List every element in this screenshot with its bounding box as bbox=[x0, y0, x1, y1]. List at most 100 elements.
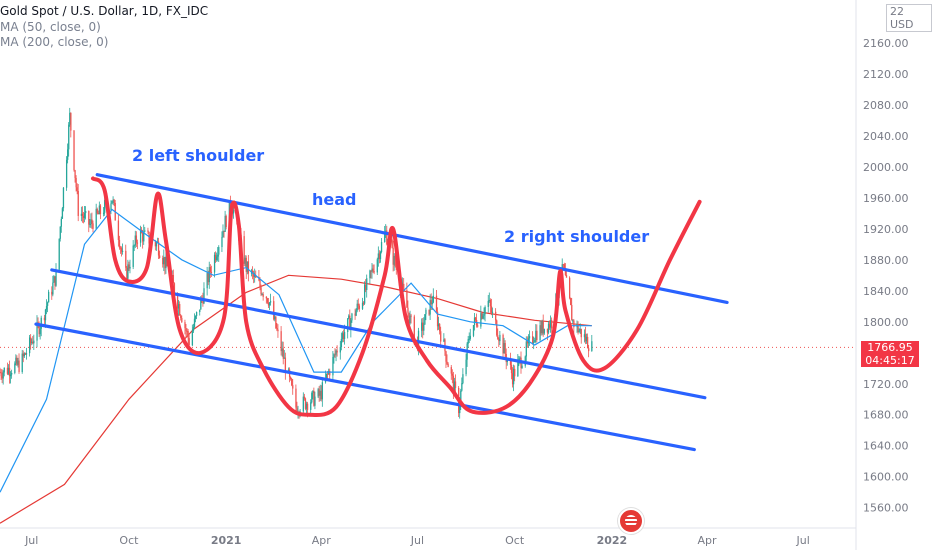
candle-body bbox=[480, 313, 482, 327]
candle-body bbox=[350, 320, 352, 331]
candle-body bbox=[429, 300, 431, 315]
candle-body bbox=[292, 385, 294, 389]
drawing-layer[interactable] bbox=[91, 176, 702, 417]
candle-body bbox=[254, 275, 256, 277]
candle-body bbox=[260, 287, 262, 295]
candle-body bbox=[276, 328, 278, 330]
candle-body bbox=[440, 331, 442, 342]
candle-body bbox=[487, 300, 489, 307]
candle-body bbox=[14, 363, 16, 373]
candle-body bbox=[482, 315, 484, 319]
candle-body bbox=[347, 318, 349, 332]
candle-body bbox=[394, 255, 396, 266]
candle-body bbox=[392, 247, 394, 265]
x-tick-label: Apr bbox=[312, 534, 332, 547]
candle-body bbox=[70, 112, 72, 131]
candle-body bbox=[186, 330, 188, 332]
candle-body bbox=[329, 370, 331, 376]
us-flag-events-icon[interactable] bbox=[618, 508, 644, 534]
candle-body bbox=[573, 320, 575, 328]
ma50-legend[interactable]: MA (50, close, 0) bbox=[0, 20, 101, 34]
candle-body bbox=[496, 320, 498, 336]
candle-body bbox=[18, 360, 20, 372]
candle-body bbox=[203, 288, 205, 304]
candle-body bbox=[510, 364, 513, 374]
candle-body bbox=[158, 255, 161, 258]
candle-body bbox=[343, 331, 346, 340]
currency-badge[interactable]: 22 USD bbox=[886, 4, 932, 32]
candle-body bbox=[362, 302, 365, 304]
candle-body bbox=[380, 242, 383, 252]
candle-body bbox=[0, 372, 1, 374]
candle-body bbox=[430, 300, 432, 305]
candle-body bbox=[363, 284, 366, 304]
candle-body bbox=[407, 307, 409, 313]
candle-body bbox=[214, 254, 217, 260]
candle-body bbox=[311, 393, 313, 403]
candle-body bbox=[431, 302, 433, 305]
candle-body bbox=[327, 373, 329, 375]
candle-body bbox=[428, 309, 430, 315]
ma200-legend[interactable]: MA (200, close, 0) bbox=[0, 35, 109, 49]
candle-body bbox=[355, 310, 357, 316]
candle-body bbox=[9, 374, 12, 377]
candle-body bbox=[452, 375, 455, 393]
price-scale-bg bbox=[856, 0, 932, 550]
candle-body bbox=[572, 320, 574, 322]
candle-body bbox=[283, 357, 285, 359]
candle-body bbox=[521, 365, 523, 369]
candle-body bbox=[334, 354, 336, 356]
candle-body bbox=[39, 328, 41, 335]
y-tick-label: 2080.00 bbox=[863, 99, 909, 112]
candle-body bbox=[191, 331, 194, 346]
y-tick-label: 2120.00 bbox=[863, 68, 909, 81]
candle-body bbox=[172, 274, 175, 284]
candle-body bbox=[74, 170, 76, 178]
candle-body bbox=[421, 322, 423, 331]
candle-body bbox=[209, 267, 212, 272]
candle-body bbox=[62, 187, 65, 209]
candle-body bbox=[321, 382, 324, 400]
y-tick-label: 1720.00 bbox=[863, 378, 909, 391]
x-tick-label: Jul bbox=[796, 534, 810, 547]
candle-body bbox=[351, 313, 353, 321]
candle-body bbox=[148, 231, 150, 244]
candle-body bbox=[506, 360, 508, 363]
candle-body bbox=[119, 247, 122, 249]
candle-body bbox=[313, 390, 315, 406]
candle-body bbox=[424, 314, 426, 325]
annotation-left-shoulder[interactable]: 2 left shoulder bbox=[132, 146, 265, 165]
candle-body bbox=[489, 300, 492, 307]
candle-body bbox=[546, 328, 549, 333]
candle-body bbox=[578, 330, 580, 333]
candle-body bbox=[435, 295, 438, 312]
candle-body bbox=[111, 200, 113, 204]
candle-body bbox=[32, 341, 34, 344]
candle-body bbox=[370, 270, 372, 272]
candle-body bbox=[217, 254, 219, 257]
candle-body bbox=[142, 232, 144, 242]
candle-body bbox=[305, 403, 308, 409]
candle-body bbox=[112, 199, 114, 201]
candle-body bbox=[155, 242, 158, 247]
candle-body bbox=[358, 305, 361, 309]
symbol-title[interactable]: Gold Spot / U.S. Dollar, 1D, FX_IDC bbox=[0, 4, 209, 18]
candle-body bbox=[413, 316, 415, 345]
candle-body bbox=[303, 396, 306, 399]
candle-body bbox=[36, 322, 38, 341]
candle-body bbox=[199, 309, 201, 313]
candle-body bbox=[284, 357, 287, 373]
candle-body bbox=[22, 353, 24, 357]
annotation-head[interactable]: head bbox=[312, 190, 357, 209]
channel-layer[interactable] bbox=[34, 173, 729, 452]
candle-body bbox=[69, 112, 71, 125]
candle-body bbox=[98, 205, 101, 215]
candle-body bbox=[483, 314, 485, 316]
annotation-right-shoulder[interactable]: 2 right shoulder bbox=[504, 227, 650, 246]
candle-body bbox=[474, 317, 477, 321]
candle-body bbox=[588, 348, 590, 352]
candle-body bbox=[384, 233, 386, 243]
candle-body bbox=[408, 312, 410, 324]
candle-body bbox=[208, 267, 210, 283]
